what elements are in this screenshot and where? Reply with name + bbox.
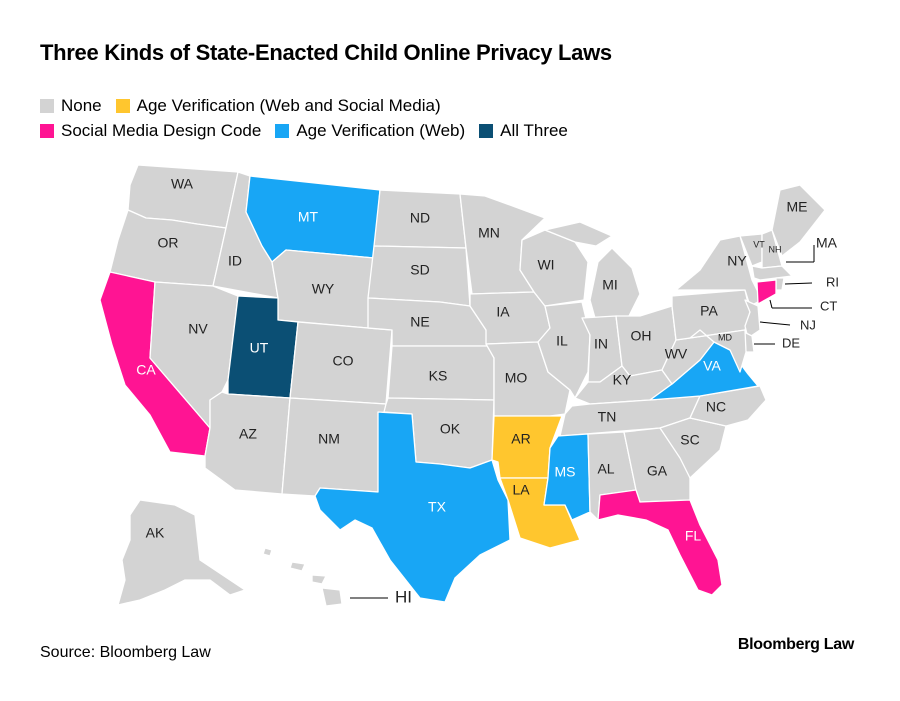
callout-labels: MA RI CT NJ DE HI xyxy=(395,235,839,607)
state-label-NM: NM xyxy=(318,431,340,447)
callout-lines xyxy=(350,245,815,599)
state-label-NC: NC xyxy=(706,399,726,415)
state-label-WA: WA xyxy=(171,176,194,192)
state-FL xyxy=(597,489,723,596)
state-shapes xyxy=(99,164,826,607)
legend-label-age-web-social: Age Verification (Web and Social Media) xyxy=(136,96,441,115)
source-note: Source: Bloomberg Law xyxy=(40,644,211,661)
state-label-WV: WV xyxy=(665,346,688,362)
state-label-FL: FL xyxy=(685,528,702,544)
state-NJ xyxy=(744,299,761,339)
state-label-NY: NY xyxy=(727,253,747,269)
state-AZ xyxy=(204,391,291,495)
state-label-RI: RI xyxy=(826,274,839,289)
state-labels: WA OR CA ID NV MT WY UT AZ CO NM ND SD N… xyxy=(136,176,807,544)
state-ME xyxy=(771,184,826,257)
state-CO xyxy=(289,321,393,405)
legend-swatch-all-three xyxy=(479,124,494,138)
state-RI xyxy=(775,277,785,291)
state-MD xyxy=(689,329,747,373)
state-label-TN: TN xyxy=(598,409,617,425)
map-title: Three Kinds of State-Enacted Child Onlin… xyxy=(40,40,612,65)
state-label-DE: DE xyxy=(782,335,800,350)
state-AK xyxy=(117,499,246,606)
state-label-MS: MS xyxy=(555,464,576,480)
state-label-AZ: AZ xyxy=(239,426,257,442)
state-label-OK: OK xyxy=(440,421,461,437)
brand-logo: Bloomberg Law xyxy=(737,636,854,653)
state-label-KY: KY xyxy=(613,372,632,388)
state-label-SD: SD xyxy=(410,262,429,278)
state-NM xyxy=(281,397,387,497)
legend-item-age-web: Age Verification (Web) xyxy=(275,121,465,141)
state-label-AL: AL xyxy=(597,461,614,477)
legend-item-design-code: Social Media Design Code xyxy=(40,121,261,141)
state-label-ID: ID xyxy=(228,253,242,269)
callout-line-RI xyxy=(784,282,813,285)
state-CT xyxy=(756,279,777,305)
callout-line-CT xyxy=(769,299,773,309)
state-label-UT: UT xyxy=(250,340,269,356)
legend-item-age-web-social: Age Verification (Web and Social Media) xyxy=(115,96,441,116)
state-label-ND: ND xyxy=(410,210,430,226)
state-NY xyxy=(675,235,763,307)
state-label-AR: AR xyxy=(511,431,530,447)
state-TX xyxy=(314,411,511,603)
state-label-IA: IA xyxy=(496,304,510,320)
legend-row-2: Social Media Design Code Age Verificatio… xyxy=(40,121,582,141)
state-label-CT: CT xyxy=(820,298,837,313)
legend-item-all-three: All Three xyxy=(479,121,568,141)
legend-label-design-code: Social Media Design Code xyxy=(61,121,262,140)
state-label-OH: OH xyxy=(631,328,652,344)
state-label-WI: WI xyxy=(537,257,554,273)
state-label-CO: CO xyxy=(333,353,354,369)
legend-swatch-age-web-social xyxy=(115,99,130,113)
state-label-IL: IL xyxy=(556,333,568,349)
state-label-LA: LA xyxy=(512,482,530,498)
state-label-PA: PA xyxy=(700,303,718,319)
state-NC xyxy=(689,385,767,427)
state-label-CA: CA xyxy=(136,362,156,378)
state-label-VT: VT xyxy=(753,239,765,249)
state-label-NH: NH xyxy=(769,244,782,254)
state-label-TX: TX xyxy=(428,499,447,515)
state-label-ME: ME xyxy=(787,199,808,215)
callout-line-NJ xyxy=(759,321,791,326)
state-label-KS: KS xyxy=(429,368,448,384)
legend-label-all-three: All Three xyxy=(500,121,568,140)
state-label-MO: MO xyxy=(505,370,528,386)
state-label-NV: NV xyxy=(188,321,208,337)
state-label-WY: WY xyxy=(312,281,335,297)
state-label-OR: OR xyxy=(158,235,179,251)
legend-label-none: None xyxy=(61,96,102,115)
state-label-NJ: NJ xyxy=(800,317,816,332)
state-label-MI: MI xyxy=(602,277,618,293)
state-MA xyxy=(751,265,793,281)
legend-swatch-none xyxy=(40,99,54,113)
legend-label-age-web: Age Verification (Web) xyxy=(296,121,466,140)
state-label-AK: AK xyxy=(146,525,165,541)
state-label-MD: MD xyxy=(718,332,732,342)
legend-item-none: None xyxy=(40,96,102,116)
legend-swatch-design-code xyxy=(40,124,54,138)
state-label-NE: NE xyxy=(410,314,429,330)
state-HI xyxy=(262,547,343,607)
legend-swatch-age-web xyxy=(275,124,290,138)
state-label-HI: HI xyxy=(395,587,412,606)
state-label-MT: MT xyxy=(298,209,319,225)
state-label-MN: MN xyxy=(478,225,500,241)
state-label-IN: IN xyxy=(594,336,608,352)
state-label-GA: GA xyxy=(647,463,668,479)
state-label-SC: SC xyxy=(680,432,699,448)
state-label-VA: VA xyxy=(703,358,721,374)
state-label-MA: MA xyxy=(816,235,838,251)
legend-row-1: None Age Verification (Web and Social Me… xyxy=(40,96,455,116)
state-MI xyxy=(544,221,641,319)
